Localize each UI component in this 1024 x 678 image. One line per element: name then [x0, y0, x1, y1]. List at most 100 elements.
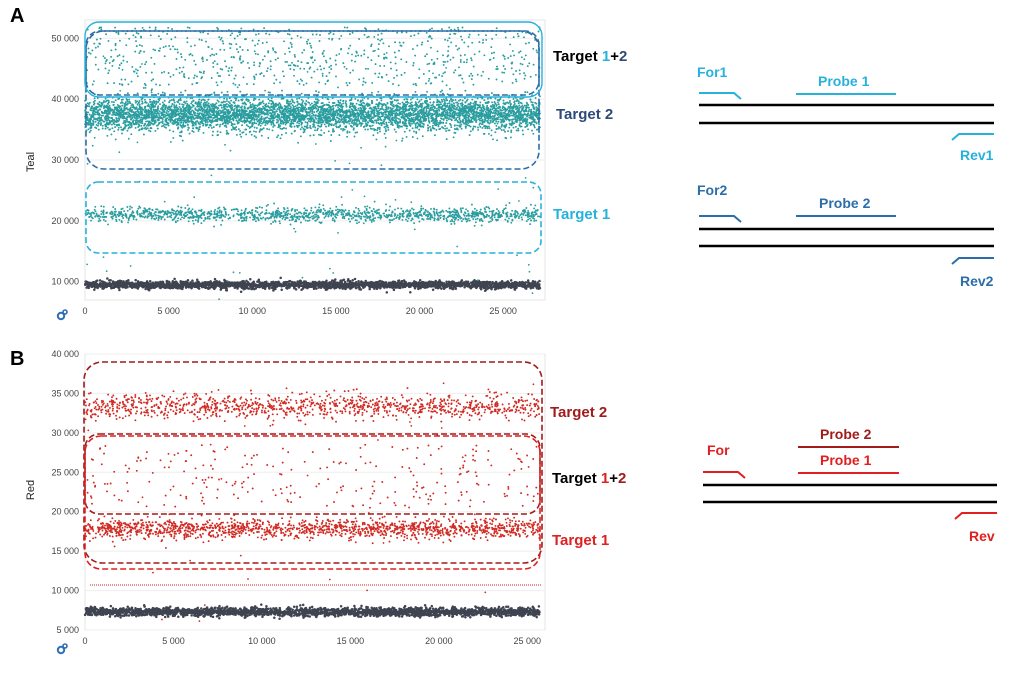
data-point — [148, 208, 151, 211]
data-point — [296, 209, 299, 211]
data-point — [351, 213, 354, 216]
data-point — [479, 285, 482, 288]
data-point — [353, 283, 357, 287]
data-point — [108, 279, 111, 282]
data-point — [502, 211, 504, 214]
data-point — [531, 285, 534, 289]
data-point — [227, 213, 230, 216]
data-point — [126, 209, 129, 212]
data-point — [186, 278, 190, 282]
data-point — [176, 219, 179, 222]
data-point — [310, 207, 313, 209]
data-point — [237, 210, 240, 213]
data-point — [268, 128, 271, 131]
data-point — [249, 212, 252, 215]
data-point — [299, 211, 302, 214]
data-point — [474, 218, 477, 221]
data-point — [418, 278, 422, 282]
data-point — [122, 217, 125, 219]
data-point — [243, 213, 246, 216]
data-point — [363, 215, 365, 218]
data-point — [305, 212, 308, 215]
data-point — [296, 215, 299, 218]
data-point — [470, 203, 473, 206]
data-point — [230, 283, 233, 287]
data-point — [188, 211, 191, 213]
data-point — [509, 279, 513, 282]
data-point — [447, 215, 450, 218]
data-point — [208, 215, 211, 218]
data-point — [218, 210, 221, 213]
data-point — [224, 215, 227, 218]
data-point — [533, 217, 536, 220]
data-point — [269, 213, 272, 215]
data-point — [200, 208, 203, 211]
data-point — [268, 107, 271, 109]
data-point — [285, 132, 287, 134]
data-point — [284, 218, 287, 221]
data-point — [490, 92, 493, 95]
data-point — [142, 209, 145, 212]
data-point — [222, 215, 225, 217]
data-point — [433, 213, 436, 216]
data-point — [341, 216, 344, 219]
data-point — [273, 124, 276, 127]
data-point — [118, 288, 121, 292]
data-point — [350, 217, 353, 220]
data-point — [332, 217, 334, 220]
data-point — [422, 207, 425, 210]
data-point — [347, 212, 349, 214]
data-point — [263, 282, 267, 285]
data-point — [220, 214, 223, 217]
data-point — [388, 219, 391, 221]
data-point — [473, 207, 476, 210]
data-point — [89, 213, 92, 215]
data-point — [405, 218, 407, 221]
data-point — [190, 286, 193, 289]
data-point — [252, 99, 255, 102]
data-point — [358, 209, 361, 212]
data-point — [354, 219, 357, 222]
data-point — [527, 218, 530, 221]
data-point — [202, 219, 205, 222]
data-point — [418, 282, 422, 286]
data-point — [104, 220, 107, 223]
data-point — [391, 219, 394, 222]
data-point — [445, 282, 448, 286]
data-point — [514, 216, 517, 219]
x-tick-label: 0 — [82, 306, 87, 316]
data-point — [472, 281, 475, 285]
data-point — [535, 287, 539, 290]
data-point — [530, 219, 532, 222]
data-point — [338, 209, 341, 211]
data-point — [298, 218, 301, 221]
data-point — [393, 281, 396, 284]
data-point — [262, 105, 264, 108]
data-point — [389, 205, 392, 208]
data-point — [148, 210, 151, 213]
data-point — [357, 280, 360, 283]
data-point — [467, 217, 470, 220]
data-point — [407, 217, 410, 220]
data-point — [517, 217, 520, 220]
data-point — [395, 130, 397, 133]
data-point — [211, 286, 215, 289]
data-point — [453, 222, 456, 225]
data-point — [214, 280, 217, 283]
x-tick-label: 10 000 — [239, 306, 267, 316]
data-point — [464, 212, 467, 215]
data-point — [159, 211, 162, 214]
data-point — [225, 284, 229, 288]
data-point — [433, 281, 437, 284]
data-point — [365, 282, 368, 285]
data-point — [223, 208, 226, 211]
data-point — [258, 285, 262, 288]
data-point — [494, 287, 498, 291]
data-point — [124, 214, 127, 217]
data-point — [282, 206, 285, 209]
data-point — [173, 284, 177, 288]
data-point — [100, 205, 103, 208]
y-tick-label: 30 000 — [51, 155, 79, 165]
data-point — [472, 211, 475, 214]
y-tick-label: 20 000 — [51, 216, 79, 226]
